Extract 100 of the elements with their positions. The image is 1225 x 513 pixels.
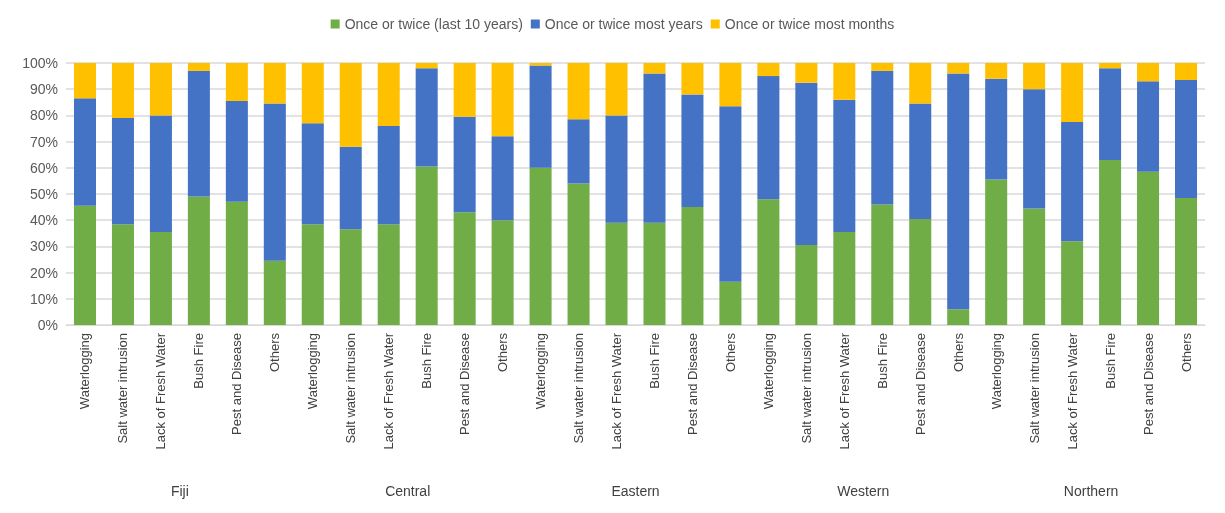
bar [225,201,248,325]
x-tick-label: Lack of Fresh Water [381,332,397,450]
x-tick-label: Pest and Disease [1140,333,1156,435]
y-tick-label: 20% [29,264,58,281]
bar [111,118,134,225]
x-tick-label: Salt water intrusion [798,333,814,444]
x-tick-label: Pest and Disease [457,333,473,435]
bar [187,196,210,325]
x-tick-label: Others [950,332,966,373]
x-tick-label: Bush Fire [191,333,207,389]
bar [149,115,172,232]
text: Eastern [611,483,660,499]
x-tick-label: Lack of Fresh Water [609,332,625,450]
x-tick-label: Pest and Disease [912,333,928,435]
bar [301,224,324,325]
bar [643,63,666,74]
bar [681,63,704,95]
text: Western [837,483,890,499]
bar [947,309,970,325]
y-tick-label: 90% [29,81,58,98]
y-tick-label: 40% [29,212,58,229]
x-tick-label: Bush Fire [1102,333,1118,389]
bar [757,63,780,77]
bar [985,179,1008,325]
x-tick-label: Salt water intrusion [1026,333,1042,444]
bar [567,183,590,325]
bar [1137,63,1160,82]
bar [719,281,742,325]
bar [1175,63,1198,81]
y-tick-label: 80% [29,107,58,124]
x-tick-label: Salt water intrusion [115,333,131,444]
x-tick-label: Pest and Disease [229,333,245,435]
y-tick-label: 50% [29,186,58,202]
legend-label: Once or twice (last 10 years) [344,16,523,32]
bar [491,63,514,137]
text: Central [385,483,431,499]
x-tick-label: Salt water intrusion [343,333,359,444]
bar [833,231,856,325]
bar [111,63,134,119]
bar [415,68,438,167]
bar [1061,121,1084,242]
x-tick-label: Pest and Disease [684,333,700,435]
bar [985,63,1008,79]
x-tick-label: Bush Fire [874,333,890,389]
x-tick-label: Waterlogging [305,333,321,410]
bar [1099,63,1122,69]
bar [1099,68,1122,160]
bar [415,166,438,325]
bar [833,99,856,232]
bar [643,222,666,325]
bar [225,63,248,101]
bar [1137,81,1160,172]
bar [605,115,628,223]
x-tick-label: Waterlogging [533,333,549,410]
x-tick-label: Salt water intrusion [571,333,587,444]
bar [529,167,552,325]
bar [339,229,362,325]
bar [453,116,476,213]
bar [871,63,894,71]
bar [149,63,172,116]
bar [529,63,552,66]
bar [681,207,704,325]
bar [73,98,96,206]
bar [795,82,818,246]
bar [643,73,666,223]
bar [225,100,248,202]
bar [415,63,438,69]
bar [947,63,970,74]
bar [187,70,210,197]
bar [491,220,514,325]
bar [73,63,96,99]
bar [871,204,894,325]
bar [719,106,742,282]
bar [871,70,894,205]
bar [1023,89,1046,209]
bar [187,63,210,71]
y-tick-label: 70% [29,133,58,150]
bar [909,103,932,219]
bar [339,146,362,230]
bar [339,63,362,147]
legend-label: Once or twice most months [724,16,895,32]
bar [1099,159,1122,325]
bar [757,199,780,325]
text: Fiji [170,483,189,499]
y-tick-label: 0% [37,317,58,333]
x-tick-label: Others [722,332,738,373]
bar [795,63,818,83]
bar [377,224,400,325]
bar [263,260,286,325]
y-tick-label: 100% [22,55,58,71]
bar [1023,63,1046,90]
x-tick-label: Others [495,332,511,373]
bar [529,65,552,168]
y-tick-label: 10% [29,290,58,307]
x-tick-label: Lack of Fresh Water [153,332,169,450]
x-tick-label: Waterlogging [760,333,776,410]
y-tick-label: 30% [29,238,58,255]
x-tick-label: Lack of Fresh Water [836,332,852,450]
bar [301,123,324,225]
bar [1061,241,1084,325]
